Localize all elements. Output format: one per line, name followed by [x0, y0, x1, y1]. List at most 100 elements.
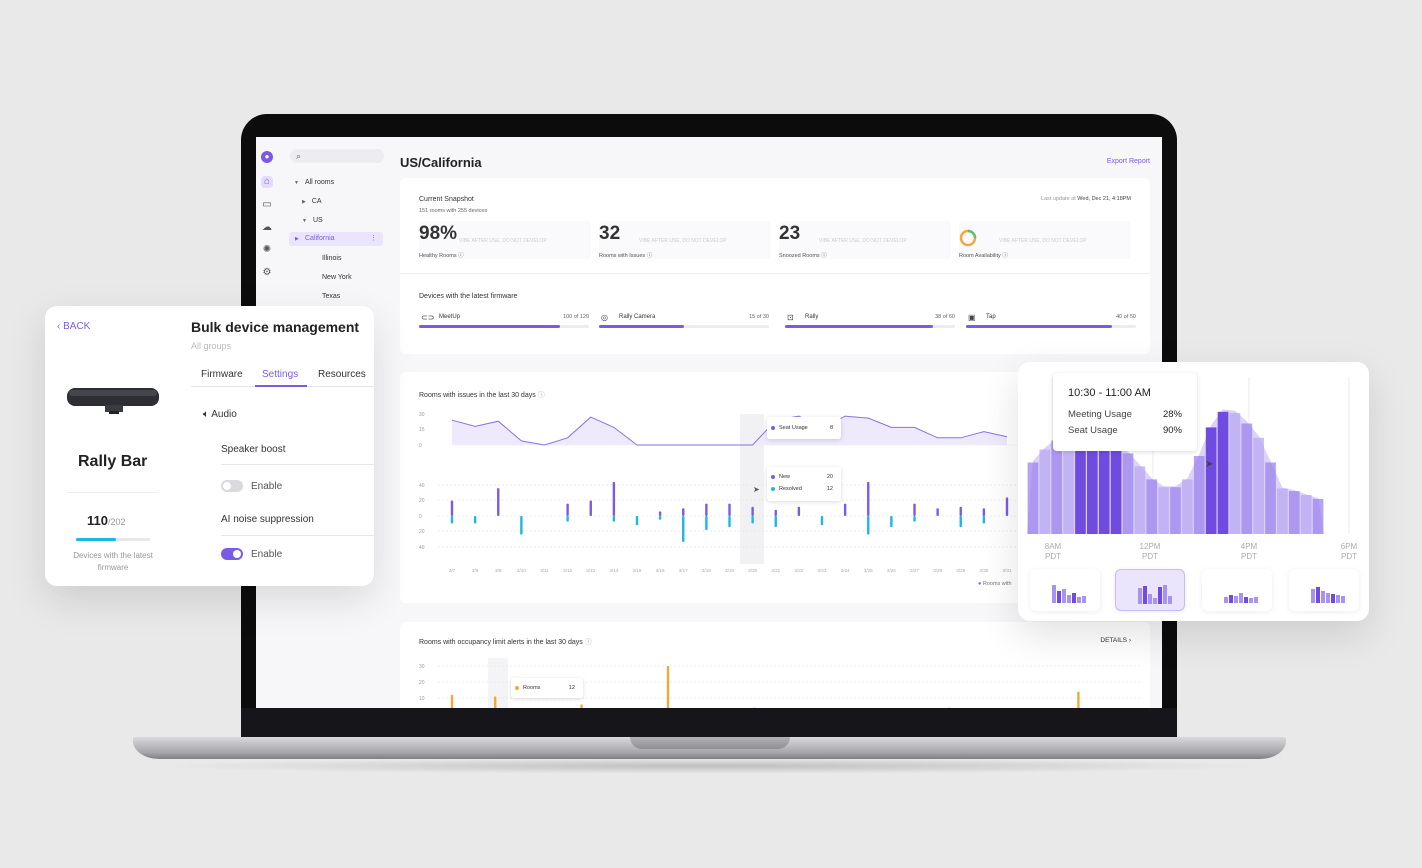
tooltip-label: Rooms — [523, 685, 541, 691]
rally-bar-device-image — [67, 388, 159, 414]
legend-dot — [771, 487, 775, 491]
firmware-progress — [966, 325, 1136, 328]
legend-dot — [515, 686, 519, 690]
rally-icon: ⊡ — [787, 313, 794, 322]
firmware-item-meetup[interactable]: ⊂⊃ MeetUp 100 of 120 — [419, 313, 589, 334]
tree-item-california[interactable]: ▶ California ⋮ — [289, 232, 383, 246]
meeting-usage-bar — [1288, 491, 1300, 534]
device-count: 110/202 — [87, 512, 126, 530]
cursor-icon: ➤ — [1205, 459, 1214, 470]
y-tick-label: 20 — [419, 529, 425, 535]
resolved-issues-bar — [820, 516, 824, 526]
home-icon[interactable]: ⌂ — [261, 176, 273, 188]
thumbnail-chart — [1052, 585, 1086, 603]
x-tick-label: 3/20 — [748, 568, 757, 573]
kpi-caption: Rooms with Issues ⓘ — [599, 251, 652, 259]
day-thumbnail-4[interactable] — [1289, 569, 1359, 611]
meeting-usage-bar — [1170, 487, 1181, 534]
day-thumbnail-2[interactable] — [1115, 569, 1185, 611]
thumbnail-bar — [1249, 598, 1253, 603]
details-link[interactable]: DETAILS › — [1100, 637, 1131, 644]
thumbnail-bar — [1077, 597, 1081, 603]
issues-chart[interactable]: 30 15 0 40 20 0 20 40 3/7 3/8 3/9 3/10 3/11 3/12 3/13 3… — [400, 372, 1150, 603]
firmware-item-rally[interactable]: ⊡ Rally 38 of 60 — [785, 313, 955, 334]
x-tick-label: 3/27 — [910, 568, 919, 573]
x-tick-label: 3/29 — [956, 568, 965, 573]
with-text: with — [446, 208, 457, 214]
ai-noise-toggle[interactable] — [221, 548, 243, 560]
tab-resources[interactable]: Resources — [318, 369, 366, 380]
x-tick-label: 3/12 — [563, 568, 572, 573]
divider — [400, 273, 1150, 274]
count-value: 110 — [87, 513, 108, 528]
day-thumbnail-3[interactable] — [1202, 569, 1272, 611]
thumbnail-bar — [1321, 591, 1325, 603]
tree-item-ca[interactable]: ▶ CA — [302, 198, 322, 205]
tooltip-label: Seat Usage — [779, 425, 808, 431]
thumbnail-bar — [1067, 595, 1071, 603]
tree-item-us[interactable]: ▼ US — [302, 217, 323, 224]
thumbnail-bar — [1168, 596, 1172, 604]
kpi-snoozed-rooms[interactable]: 23 VIBE AFTER USE, DO NOT DEVELOP Snooze… — [779, 221, 951, 259]
chevron-right-icon: › — [1128, 637, 1131, 644]
devices-icon[interactable]: ▭ — [262, 199, 272, 210]
kpi-caption: Room Availability ⓘ — [959, 251, 1008, 259]
day-thumbnail-1[interactable] — [1030, 569, 1100, 611]
tab-settings[interactable]: Settings — [262, 369, 299, 380]
resolved-issues-bar — [982, 516, 986, 524]
tooltip-value: 12 — [568, 685, 575, 691]
location-tree: ⌕ ▼ All rooms ▶ CA ▼ US ▶ California ⋮ Illino… — [282, 137, 390, 708]
x-tick-label: 3/21 — [771, 568, 780, 573]
bulb-icon[interactable]: ✺ — [262, 244, 272, 255]
tree-item-all-rooms[interactable]: ▼ All rooms — [294, 179, 334, 186]
firmware-item-rally-camera[interactable]: ◎ Rally Camera 15 of 30 — [599, 313, 769, 334]
resolved-issues-bar — [635, 516, 639, 526]
y-tick-label: 20 — [419, 680, 425, 686]
resolved-issues-bar — [520, 516, 523, 535]
tree-item-new-york[interactable]: New York — [322, 274, 352, 281]
resolved-issues-bar — [450, 516, 454, 524]
x-tick-label: 3/14 — [609, 568, 618, 573]
new-issues-bar — [566, 503, 569, 516]
thumbnail-bar — [1244, 597, 1248, 603]
kpi-rooms-with-issues[interactable]: 32 VIBE AFTER USE, DO NOT DEVELOP Rooms … — [599, 221, 771, 259]
occupancy-bar — [580, 704, 583, 708]
firmware-item-tap[interactable]: ▣ Tap 40 of 50 — [966, 313, 1136, 334]
search-input[interactable]: ⌕ — [290, 149, 384, 163]
speaker-boost-toggle[interactable] — [221, 480, 243, 492]
tab-firmware[interactable]: Firmware — [201, 369, 243, 380]
chevron-left-icon: ‹ — [57, 321, 61, 332]
back-button[interactable]: ‹ BACK — [57, 321, 90, 332]
toggle-knob — [233, 550, 241, 558]
legend-dot: ● — [978, 581, 982, 587]
export-report-link[interactable]: Export Report — [1106, 158, 1150, 165]
cloud-icon[interactable]: ☁ — [262, 222, 272, 233]
thumbnail-chart — [1138, 585, 1172, 604]
x-tick-label: 3/19 — [725, 568, 734, 573]
meeting-usage-bar — [1075, 427, 1086, 534]
new-issues-bar — [1005, 497, 1009, 516]
new-issues-bar — [705, 503, 708, 516]
tree-label: US — [312, 217, 323, 224]
tree-item-texas[interactable]: Texas — [322, 293, 340, 300]
firmware-count: 38 of 60 — [935, 314, 955, 320]
more-icon[interactable]: ⋮ — [370, 235, 377, 242]
laptop-notch — [630, 737, 790, 749]
firmware-device-name: Rally Camera — [619, 314, 656, 320]
thumbnail-chart — [1224, 593, 1258, 603]
kpi-placeholder-text: VIBE AFTER USE, DO NOT DEVELOP — [819, 238, 907, 244]
tree-label: Texas — [322, 293, 341, 300]
kpi-healthy-rooms[interactable]: 98% VIBE AFTER USE, DO NOT DEVELOP Healt… — [419, 221, 591, 259]
resolved-issues-bar — [890, 516, 893, 528]
logo-icon[interactable]: ● — [261, 151, 273, 163]
settings-icon[interactable]: ⚙ — [262, 267, 272, 278]
y-tick-label: 10 — [419, 696, 425, 702]
snapshot-card: Current Snapshot 151 rooms with 255 devi… — [400, 178, 1150, 354]
kpi-room-availability[interactable]: VIBE AFTER USE, DO NOT DEVELOP Room Avai… — [959, 221, 1131, 259]
firmware-count: 100 of 120 — [563, 314, 589, 320]
legend-dot — [771, 475, 775, 479]
seat-usage-line — [451, 415, 1008, 446]
tree-item-illinois[interactable]: Illinois — [322, 255, 341, 262]
tooltip-value: 8 — [829, 425, 833, 431]
x-tick-label: 3/24 — [841, 568, 850, 573]
